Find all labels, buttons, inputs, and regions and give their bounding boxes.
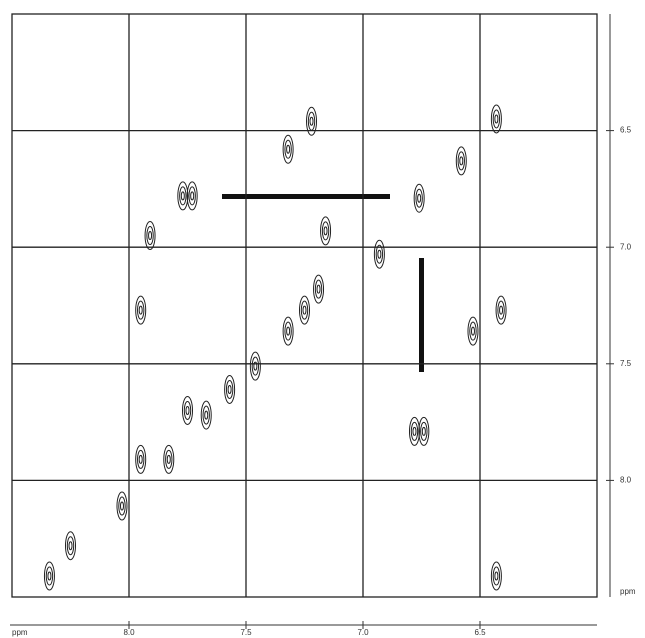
contour [495,572,498,580]
contour [149,232,152,240]
peak [178,182,188,210]
peak [321,217,331,245]
contour [413,427,416,435]
peak [496,296,506,324]
contour [376,245,382,263]
peak [183,396,193,424]
contour [470,322,476,340]
peak [300,296,310,324]
plot-frame [12,14,597,597]
contour [287,327,290,335]
contour [317,285,320,293]
y-tick-label: 6.5 [620,126,632,135]
contour [493,567,499,585]
contour [139,455,142,463]
contour [226,380,232,398]
peak [225,375,235,403]
contour [416,189,422,207]
annotation-bar [419,258,424,372]
peak [491,105,501,133]
contour [167,455,170,463]
contour [498,301,504,319]
peak [44,562,54,590]
contour [308,112,314,130]
y-tick-label: 7.5 [620,359,632,368]
contour [48,572,51,580]
peak [491,562,501,590]
peak [314,275,324,303]
contour [322,222,328,240]
contour [67,537,73,555]
x-tick-label: 6.5 [474,628,486,637]
contour [287,145,290,153]
peak [145,222,155,250]
peak [409,417,419,445]
y-axis-label: ppm [620,587,636,596]
peak [456,147,466,175]
contour [411,422,417,440]
contour [303,306,306,314]
contour [46,567,52,585]
contour [181,192,184,200]
contour [189,187,195,205]
peak [136,445,146,473]
y-tick-label: 7.0 [620,242,632,251]
peak [419,417,429,445]
contour [138,301,144,319]
contour [166,450,172,468]
contour [180,187,186,205]
peak [468,317,478,345]
x-tick-label: 7.5 [240,628,252,637]
x-tick-label: 7.0 [357,628,369,637]
peak [414,184,424,212]
peak [117,492,127,520]
contour [301,301,307,319]
peak [250,352,260,380]
contour [252,357,258,375]
contour [228,385,231,393]
contour [285,322,291,340]
contour [147,227,153,245]
contour [285,140,291,158]
contour [493,110,499,128]
contour [139,306,142,314]
y-tick-label: 8.0 [620,476,632,485]
peak [374,240,384,268]
contour [460,157,463,165]
contour [205,411,208,419]
peak [136,296,146,324]
contour [310,117,313,125]
x-axis-label: ppm [12,628,28,637]
chart: ppm ppm 8.0 7.5 7.0 6.5 6.5 7.0 7.5 8.0 [0,0,645,638]
peak [66,532,76,560]
annotation-bar [222,194,390,199]
contour [186,406,189,414]
contour [203,406,209,424]
contour [324,227,327,235]
contour [422,427,425,435]
peak [164,445,174,473]
contour [471,327,474,335]
contour [120,502,123,510]
contour [138,450,144,468]
peak [187,182,197,210]
peak [283,317,293,345]
contour [378,250,381,258]
contour [500,306,503,314]
contour [191,192,194,200]
x-tick-label: 8.0 [123,628,135,637]
contour [418,194,421,202]
peak [283,135,293,163]
contour [119,497,125,515]
contour [421,422,427,440]
contour [495,115,498,123]
contour [315,280,321,298]
peak [201,401,211,429]
contour [458,152,464,170]
contour [184,401,190,419]
contour [69,542,72,550]
